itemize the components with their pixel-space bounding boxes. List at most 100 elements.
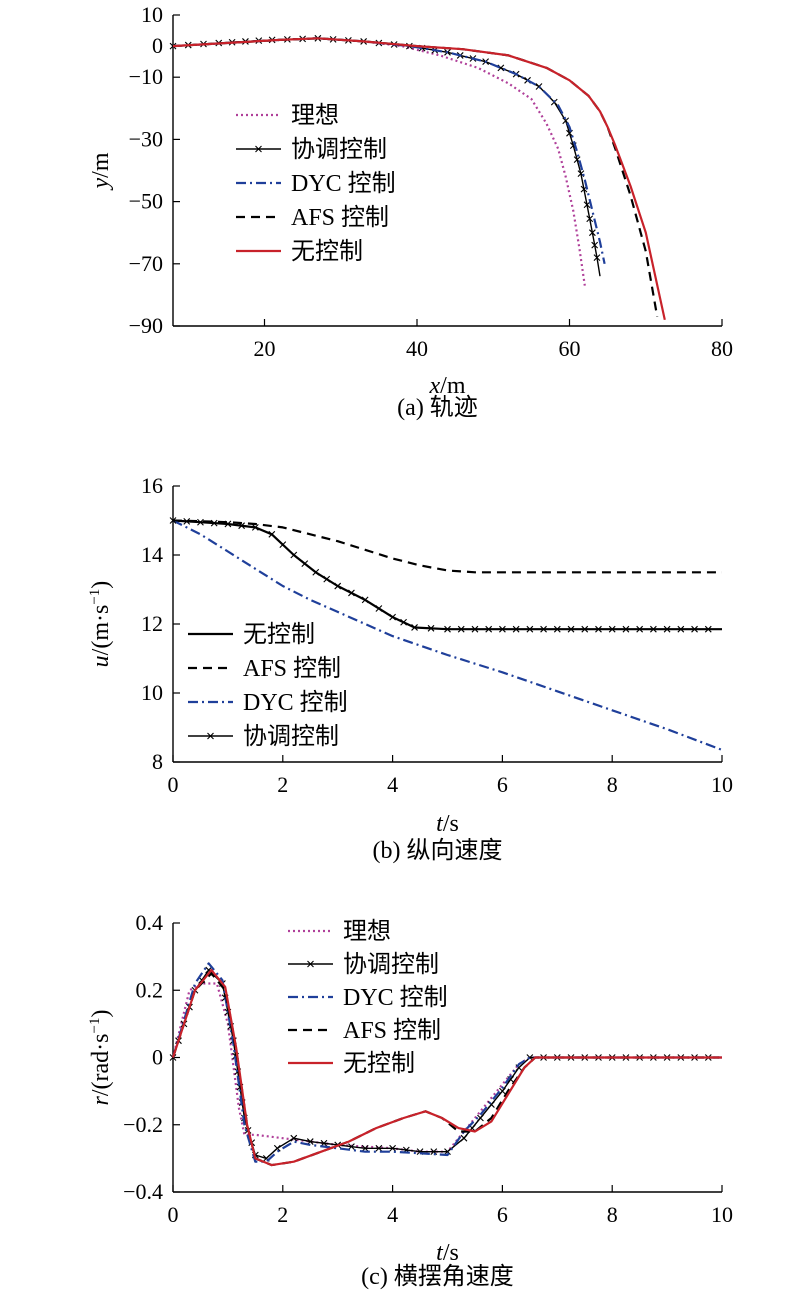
series-marker xyxy=(348,589,355,597)
series-marker xyxy=(290,551,298,559)
chart-1: 20 40 60 80100−10−30−50−70−90x/my/m理想协调控制DY… xyxy=(88,2,733,421)
series-marker xyxy=(460,1134,468,1142)
y-axis-label: u/(m·s−1) xyxy=(87,581,114,668)
legend-marker xyxy=(255,145,262,153)
series-line-5 xyxy=(171,968,722,1167)
series-marker xyxy=(457,625,465,633)
series-marker xyxy=(224,520,232,528)
x-axis-unit: /s xyxy=(443,1240,459,1266)
series-line-4 xyxy=(172,37,659,317)
x-axis-var: t xyxy=(436,1240,444,1266)
x-tick-label: 6 xyxy=(497,1202,508,1227)
legend-label: AFS 控制 xyxy=(243,655,341,682)
series-marker xyxy=(273,1144,281,1152)
series-marker xyxy=(361,596,369,604)
y-tick-label: −30 xyxy=(129,126,163,151)
series-marker xyxy=(320,1139,328,1147)
series-marker xyxy=(583,201,591,209)
x-tick-label: 6 xyxy=(497,772,508,797)
x-tick-label: 8 xyxy=(607,1202,618,1227)
x-tick-label: 80 xyxy=(711,336,733,361)
x-tick-label: 8 xyxy=(607,772,618,797)
series-marker xyxy=(312,568,320,576)
legend-label: DYC 控制 xyxy=(343,984,448,1011)
series-marker xyxy=(427,624,435,632)
series-marker xyxy=(375,605,383,612)
y-tick-label: 12 xyxy=(141,611,163,636)
y-tick-label: −70 xyxy=(129,251,163,276)
series-marker xyxy=(581,625,589,633)
series-line-2 xyxy=(172,519,722,574)
series-marker xyxy=(649,625,657,633)
y-axis-var: u xyxy=(88,655,114,667)
series-marker xyxy=(375,1144,383,1152)
legend-label: 无控制 xyxy=(291,238,363,265)
series-marker xyxy=(535,83,543,90)
y-tick-label: 10 xyxy=(141,680,163,705)
series-marker xyxy=(526,625,534,633)
x-tick-label: 20 xyxy=(254,336,276,361)
y-axis-unit: /(m·s xyxy=(88,605,114,656)
y-axis-exponent: −1 xyxy=(87,1018,103,1034)
series-marker xyxy=(210,519,218,527)
y-tick-label: 8 xyxy=(152,749,163,774)
y-axis-label: r/(rad·s−1) xyxy=(87,1010,114,1106)
x-axis-label: t/s xyxy=(436,811,459,837)
y-axis-exponent: −1 xyxy=(87,589,103,605)
y-tick-label: 0 xyxy=(152,1045,163,1070)
x-axis-unit: /m xyxy=(440,373,466,399)
y-axis-var: r xyxy=(88,1095,114,1105)
series-marker xyxy=(540,625,547,633)
x-tick-label: 2 xyxy=(277,772,288,797)
y-tick-label: −90 xyxy=(129,313,163,338)
chart-2: 0 2 4 6 8 10 8 10 12 14 16 t/s u/(m·s−1) 无控制 AFS 控制 DYC… xyxy=(87,473,733,864)
y-tick-label: 10 xyxy=(141,2,163,27)
x-tick-label: 10 xyxy=(711,772,733,797)
legend-label: 协调控制 xyxy=(243,723,339,750)
legend-label: 协调控制 xyxy=(291,136,387,163)
series-marker xyxy=(636,625,644,633)
x-tick-label: 2 xyxy=(277,1202,288,1227)
y-tick-label: 16 xyxy=(141,473,163,498)
legend-label: 理想 xyxy=(291,102,339,129)
series-marker xyxy=(279,541,287,549)
x-tick-label: 4 xyxy=(387,1202,398,1227)
chart-caption: (b) 纵向速度 xyxy=(373,837,503,864)
series-marker xyxy=(497,64,505,72)
series-marker xyxy=(593,254,601,261)
series-marker xyxy=(663,625,671,633)
series-marker xyxy=(411,624,418,631)
y-axis-unit: /(rad·s xyxy=(88,1033,114,1096)
x-tick-label: 40 xyxy=(406,336,428,361)
chart-3: 0 2 4 6 8 10 0.4 0.2 0 −0.2 −0.4 t/s r/(rad·s−1) 理想协调… xyxy=(87,910,733,1290)
series-marker xyxy=(444,625,451,633)
series-marker xyxy=(499,625,506,633)
legend-marker xyxy=(207,732,214,740)
y-tick-label: 0 xyxy=(152,33,163,58)
y-tick-label: 0.4 xyxy=(136,910,164,935)
x-axis-var: x xyxy=(429,373,441,399)
legend-marker xyxy=(307,960,314,968)
series-marker xyxy=(622,625,630,633)
series-marker xyxy=(591,241,599,249)
y-tick-label: −0.4 xyxy=(123,1179,163,1204)
series-marker xyxy=(553,625,561,633)
x-tick-label: 0 xyxy=(168,1202,179,1227)
legend-label: DYC 控制 xyxy=(243,689,348,716)
series-marker xyxy=(183,517,191,525)
series-marker xyxy=(499,1087,506,1095)
series-marker xyxy=(485,625,493,633)
chart-caption: (a) 轨迹 xyxy=(397,394,478,421)
series-marker xyxy=(197,518,204,526)
legend-label: 协调控制 xyxy=(343,951,439,978)
series-marker xyxy=(595,625,602,633)
series-marker xyxy=(567,625,575,633)
series-marker xyxy=(477,1114,484,1122)
x-tick-label: 4 xyxy=(387,772,398,797)
series-line-3 xyxy=(171,962,722,1163)
series-marker xyxy=(301,560,309,568)
legend-label: 无控制 xyxy=(243,621,315,648)
series-marker xyxy=(348,1143,355,1150)
